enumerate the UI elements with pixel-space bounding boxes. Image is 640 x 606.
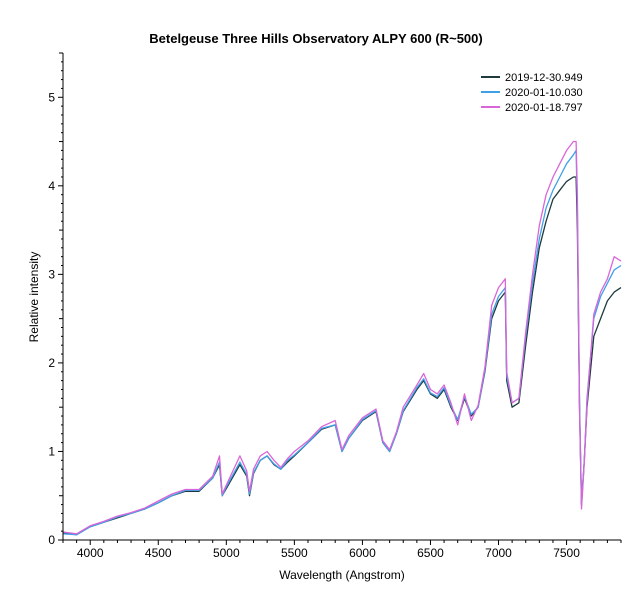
- chart-title: Betelgeuse Three Hills Observatory ALPY …: [149, 31, 482, 46]
- x-tick-label: 7000: [485, 546, 512, 560]
- y-ticks: 0 1 2 3 4 5: [48, 52, 63, 547]
- x-tick-label: 7500: [553, 546, 580, 560]
- y-tick-label: 5: [48, 90, 55, 104]
- x-tick-label: 6000: [349, 546, 376, 560]
- legend-label-1: 2019-12-30.949: [505, 72, 583, 84]
- y-tick-label: 0: [48, 533, 55, 547]
- series-layer: [62, 140, 622, 536]
- plot-area: 4000 4500 5000 5500 6000 6500 7000 7500 0 1 2 3 4 5: [48, 52, 622, 560]
- y-tick-label: 3: [48, 267, 55, 281]
- y-tick-label: 1: [48, 444, 55, 458]
- x-tick-label: 5500: [281, 546, 308, 560]
- x-tick-label: 6500: [417, 546, 444, 560]
- x-axis-label: Wavelength (Angstrom): [279, 568, 405, 582]
- x-ticks: 4000 4500 5000 5500 6000 6500 7000 7500: [62, 540, 622, 560]
- legend-label-2: 2020-01-10.030: [505, 87, 583, 99]
- y-tick-label: 4: [48, 179, 55, 193]
- series-line-1: [62, 176, 622, 536]
- series-line-2: [62, 149, 622, 536]
- x-tick-label: 4000: [77, 546, 104, 560]
- series-line-3: [62, 140, 622, 535]
- y-axis-label: Relative intensity: [27, 252, 41, 343]
- x-tick-label: 4500: [145, 546, 172, 560]
- y-tick-label: 2: [48, 356, 55, 370]
- plot-background: [63, 53, 621, 540]
- legend: 2019-12-30.949 2020-01-10.030 2020-01-18.7…: [481, 72, 583, 114]
- legend-label-3: 2020-01-18.797: [505, 102, 583, 114]
- x-tick-label: 5000: [213, 546, 240, 560]
